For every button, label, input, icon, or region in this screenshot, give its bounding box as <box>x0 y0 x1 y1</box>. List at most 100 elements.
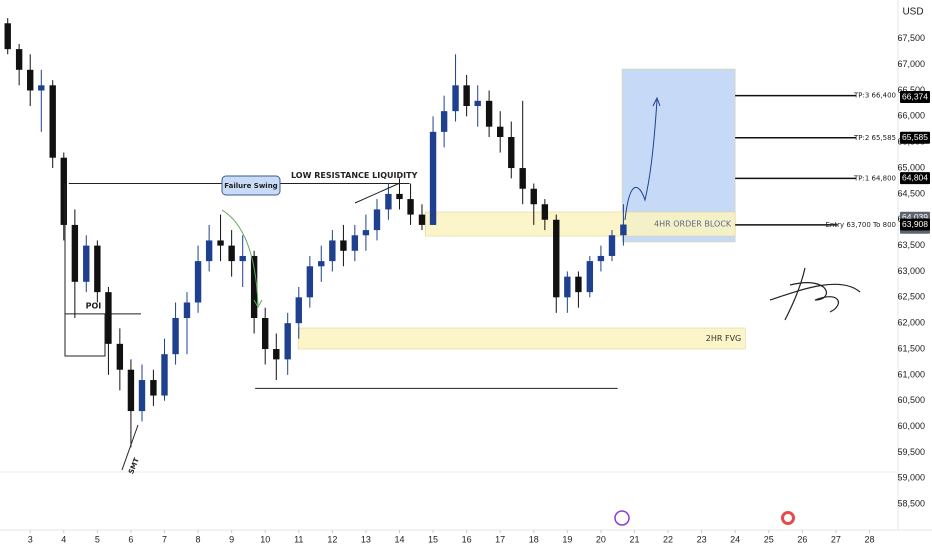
candle-body <box>116 343 124 370</box>
x-tick-label: 8 <box>196 534 201 544</box>
candle-body <box>306 266 314 298</box>
plot: 4HR ORDER BLOCK 2HR FVG 58,500 59,000 59,500… <box>4 18 930 544</box>
trend-line <box>354 182 401 204</box>
candle-body <box>508 137 515 169</box>
target-label: TP:1 64,800 <box>853 174 896 182</box>
y-tick-label: 61,000 <box>897 369 925 379</box>
candle-body <box>620 224 627 236</box>
zone-label: 2HR FVG <box>706 334 741 343</box>
candle-body <box>407 199 414 215</box>
x-tick-label: 26 <box>797 534 807 544</box>
x-tick-label: 16 <box>462 534 472 544</box>
candle-body <box>83 245 90 282</box>
x-tick-label: 12 <box>327 534 337 544</box>
zone-label: 4HR ORDER BLOCK <box>654 220 732 229</box>
candle-body <box>284 323 291 360</box>
candle-body <box>4 23 11 50</box>
x-tick-label: 18 <box>529 534 539 544</box>
y-tick-label: 60,500 <box>897 395 925 405</box>
candle-body <box>250 255 258 318</box>
y-tick-label: 63,000 <box>897 266 925 276</box>
price-tag <box>900 131 930 144</box>
x-tick-label: 4 <box>61 534 66 544</box>
y-tick-label: 63,500 <box>897 240 925 250</box>
line-label: LOW RESISTANCE LIQUIDITY <box>291 171 418 180</box>
candle-body <box>530 188 537 205</box>
x-tick-label: 15 <box>428 534 438 544</box>
x-tick-label: 9 <box>229 534 234 544</box>
candle-body <box>385 193 392 210</box>
candle-body <box>496 126 504 138</box>
price-tag <box>900 172 930 185</box>
candle-body <box>38 85 45 91</box>
x-tick-label: 21 <box>629 534 639 544</box>
y-tick-label: 67,500 <box>897 33 925 43</box>
x-tick-label: 17 <box>495 534 505 544</box>
candle-body <box>217 240 224 246</box>
target-label: Entry 63,700 To 800 <box>825 221 896 229</box>
candle-body <box>183 302 191 318</box>
x-tick-label: 27 <box>831 534 841 544</box>
y-tick-label: 66,500 <box>897 85 925 95</box>
swing-arrow <box>221 209 259 306</box>
x-tick-label: 13 <box>361 534 371 544</box>
y-tick-label: 66,000 <box>897 111 925 121</box>
x-tick-label: 24 <box>730 534 740 544</box>
currency: USD <box>902 7 923 18</box>
icon-inner <box>784 514 792 522</box>
smt-line <box>121 424 139 471</box>
swing-arrow-head <box>253 299 263 309</box>
x-tick-label: 23 <box>697 534 707 544</box>
candle-body <box>429 131 437 225</box>
candle-body <box>105 292 112 344</box>
candle-body <box>553 219 560 298</box>
projection-head <box>652 96 661 107</box>
x-tick-label: 22 <box>663 534 673 544</box>
candle-body <box>329 240 336 262</box>
candle-body <box>351 235 359 251</box>
candle-body <box>15 49 23 70</box>
candle-body <box>362 230 370 236</box>
candle-body <box>138 380 146 412</box>
price-tag-label: 65,585 <box>902 132 928 142</box>
candle-body <box>228 245 235 262</box>
candle-body <box>597 255 605 262</box>
candle-body <box>541 204 549 220</box>
candle-body <box>485 100 493 127</box>
candle-body <box>127 369 135 412</box>
candle-body <box>60 157 67 225</box>
candle-body <box>519 168 526 189</box>
candle-body <box>295 297 302 324</box>
candle-body <box>273 349 280 360</box>
candle-body <box>373 209 381 231</box>
x-tick-label: 19 <box>562 534 572 544</box>
x-tick-label: 3 <box>28 534 33 544</box>
icon[interactable] <box>614 510 630 526</box>
projection-path <box>624 99 658 221</box>
candle-body <box>239 255 246 262</box>
candle-body <box>318 261 325 267</box>
x-tick-label: 11 <box>294 534 303 544</box>
price-tag <box>900 218 930 231</box>
candle-body <box>418 214 426 225</box>
callout <box>221 175 281 196</box>
x-tick-label: 7 <box>162 534 167 544</box>
y-tick-label: 60,000 <box>897 421 925 431</box>
candle-body <box>49 85 56 158</box>
candle-body <box>205 240 213 262</box>
candle-body <box>440 111 448 132</box>
price-tag-label: 66,374 <box>902 91 928 101</box>
price-tag-label: 64,039 <box>902 212 928 222</box>
x-tick-label: 20 <box>596 534 606 544</box>
candle-body <box>608 235 616 256</box>
zone <box>297 327 746 350</box>
candle-body <box>340 240 347 251</box>
candle-body <box>150 380 157 396</box>
x-tick-label: 14 <box>394 534 404 544</box>
x-tick-label: 28 <box>864 534 874 544</box>
annotation: Failure Swing <box>224 182 277 190</box>
signature <box>769 267 861 321</box>
